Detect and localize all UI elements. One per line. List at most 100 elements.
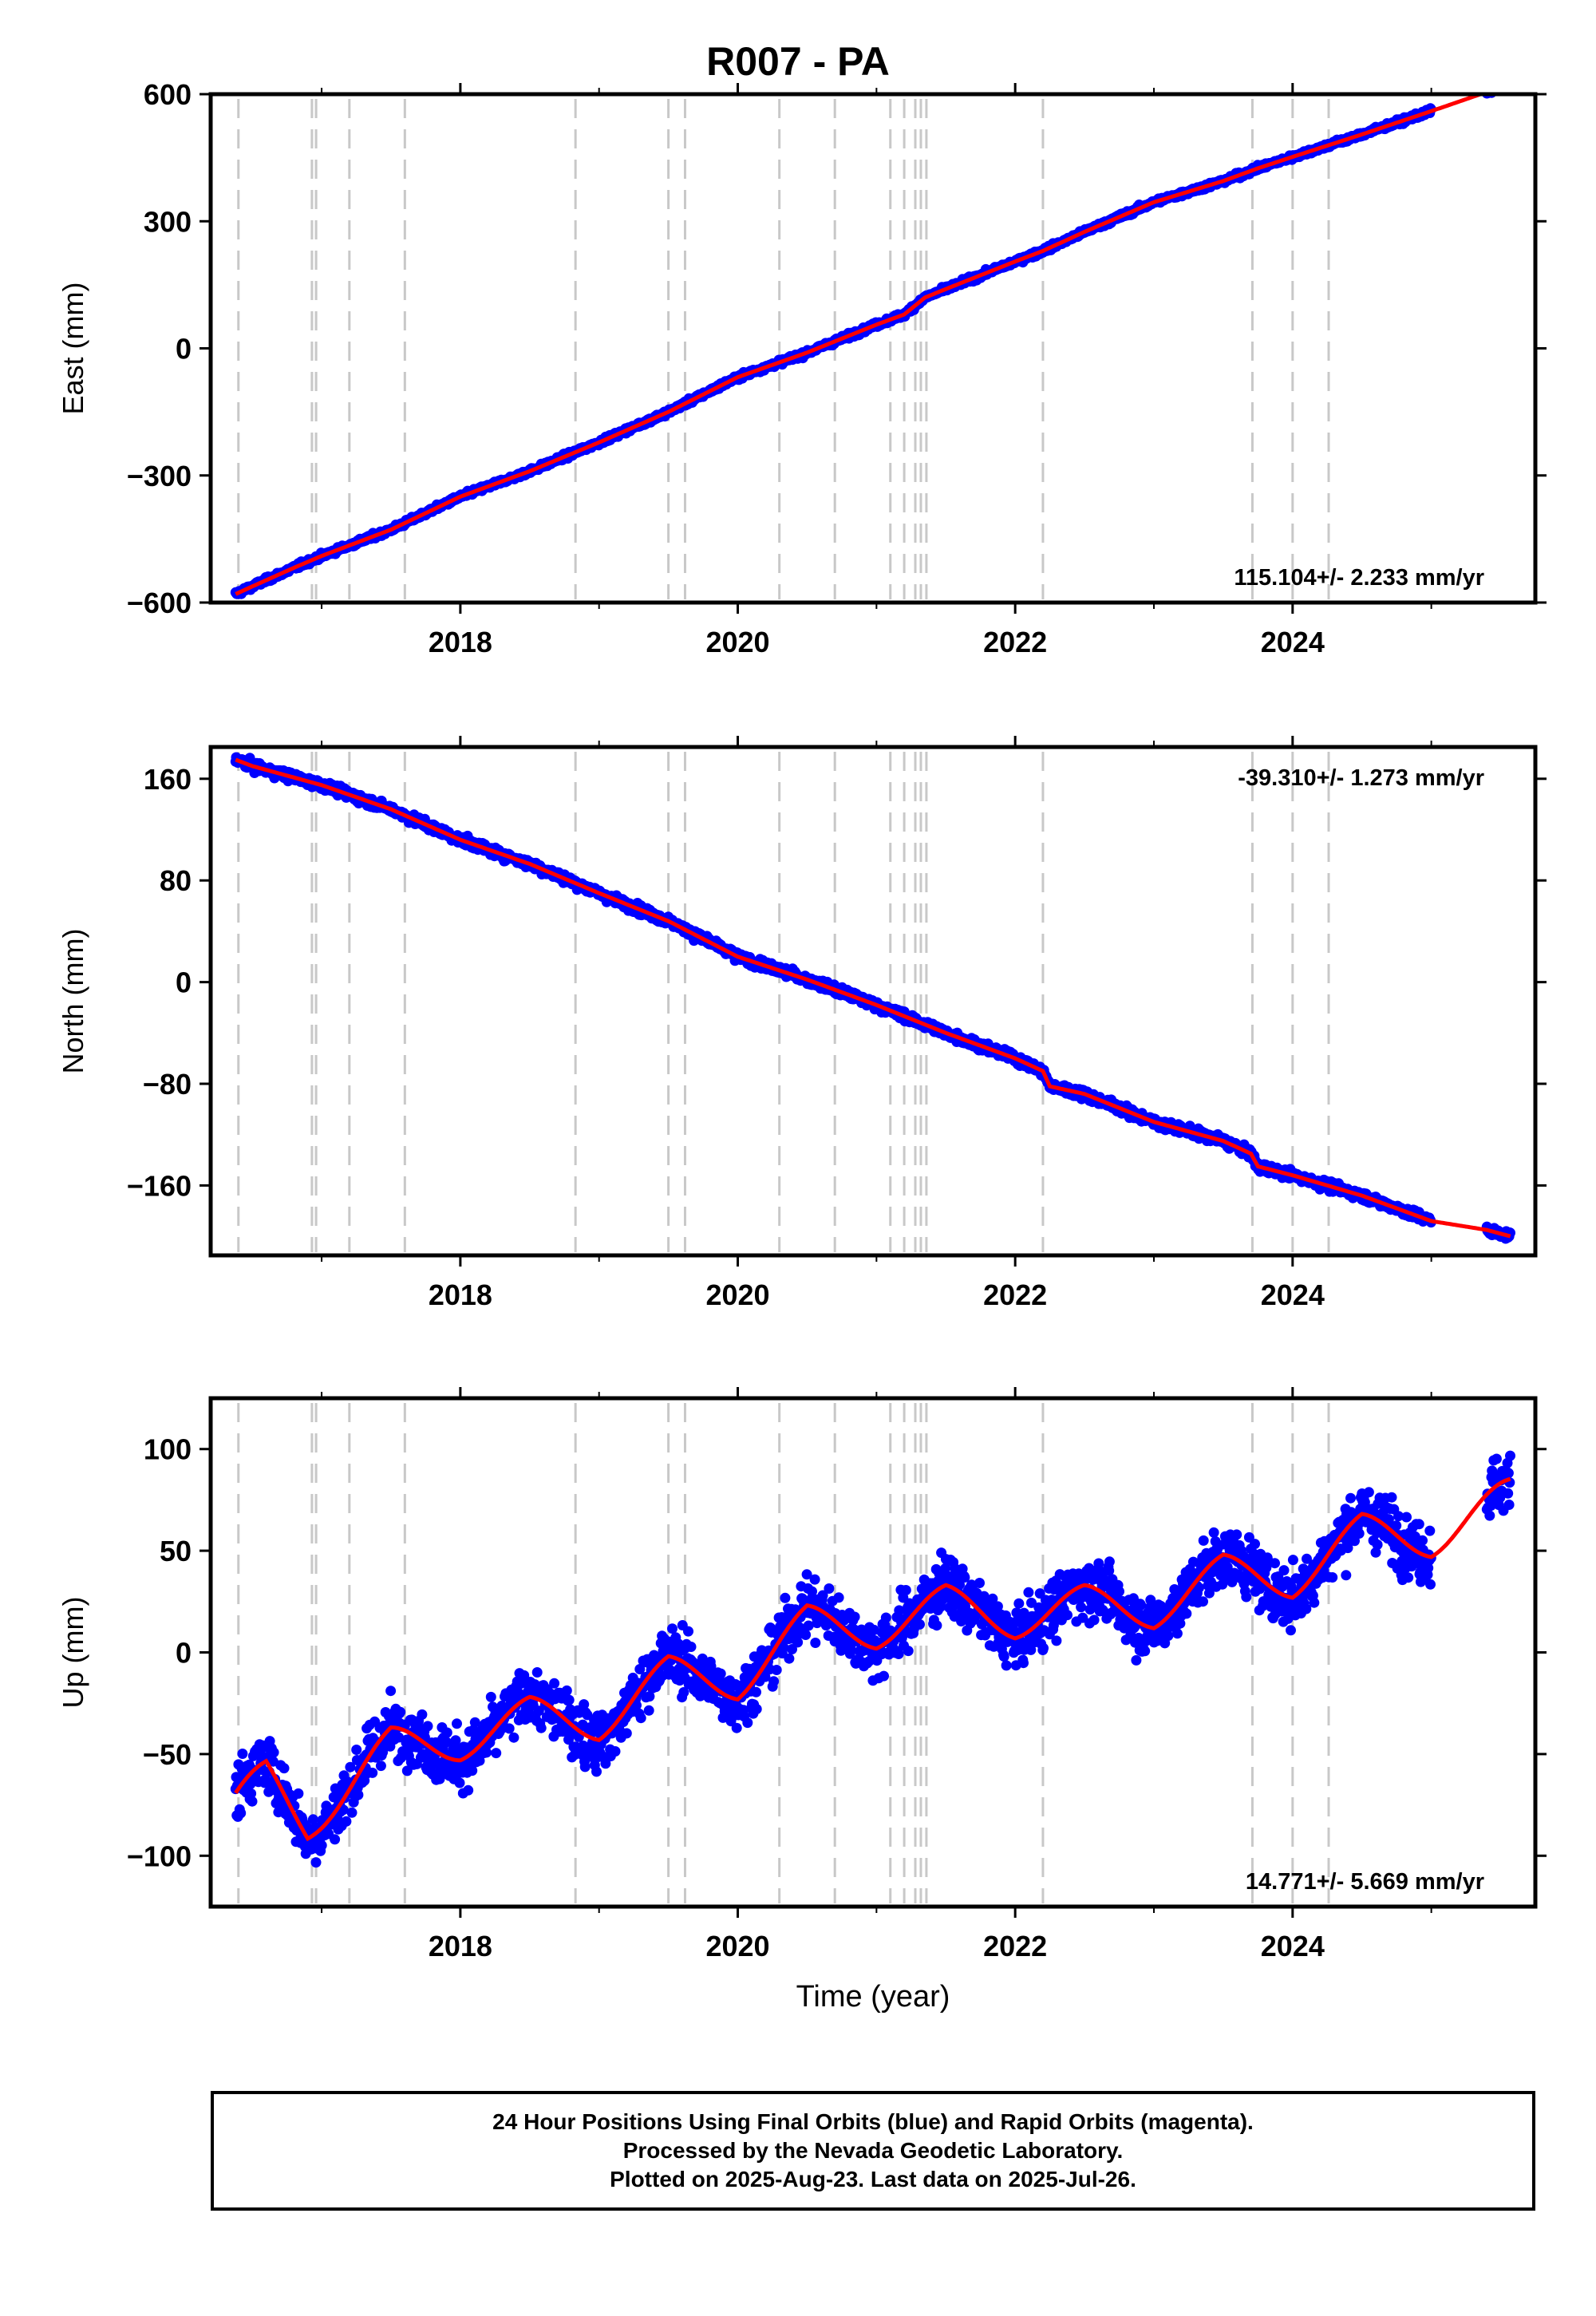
data-point <box>367 1767 378 1778</box>
y-tick-label: −80 <box>143 1068 192 1101</box>
data-point <box>452 1718 462 1729</box>
data-point <box>1489 82 1499 93</box>
data-point <box>316 1840 327 1851</box>
data-point <box>1496 81 1507 92</box>
data-point <box>237 1749 248 1759</box>
data-point <box>469 1717 480 1728</box>
fit-line <box>235 94 1487 596</box>
data-point <box>268 1747 279 1758</box>
data-point <box>247 1796 258 1807</box>
data-point <box>491 1748 502 1759</box>
y-tick-label: 160 <box>144 763 192 796</box>
data-point <box>1500 79 1511 89</box>
data-point <box>1499 79 1509 89</box>
rate-label: -39.310+/- 1.273 mm/yr <box>1238 765 1484 791</box>
x-tick-label: 2018 <box>429 1279 492 1311</box>
page-title: R007 - PA <box>706 39 890 84</box>
data-point <box>531 1667 543 1678</box>
x-tick-label: 2024 <box>1261 626 1325 658</box>
y-tick-label: 0 <box>176 966 192 999</box>
data-point <box>1495 81 1505 92</box>
data-point <box>1502 78 1512 89</box>
data-point <box>450 1735 461 1746</box>
chart-panel-1: −600 −300 0 300 600 2018 2020 2022 2024 East (mm)… <box>57 77 1547 658</box>
data-point <box>1492 83 1503 93</box>
data-point <box>307 1814 318 1825</box>
fit-line <box>235 757 1511 1239</box>
x-tick-label: 2022 <box>983 1279 1047 1311</box>
panel-frame <box>208 745 1538 1258</box>
x-tick-label: 2020 <box>705 626 769 658</box>
data-point <box>535 1722 547 1733</box>
data-point <box>1499 79 1509 89</box>
data-point <box>1504 78 1515 89</box>
data-point <box>346 1807 358 1818</box>
x-tick-label: 2022 <box>983 626 1047 658</box>
data-point <box>441 1727 452 1738</box>
data-point <box>481 1747 492 1758</box>
data-points <box>230 77 1515 599</box>
data-point <box>1505 79 1515 89</box>
data-point <box>417 1709 428 1720</box>
data-point <box>1499 80 1510 90</box>
panel-plot-area <box>230 752 1515 1252</box>
y-tick-label: 300 <box>144 205 192 238</box>
data-point <box>1503 78 1513 89</box>
data-point <box>508 1732 519 1743</box>
data-point <box>310 1857 322 1868</box>
data-point <box>246 1788 257 1799</box>
y-tick-label: 600 <box>144 78 192 111</box>
x-tick-label: 2024 <box>1261 1279 1325 1311</box>
data-point <box>1493 81 1503 92</box>
data-point <box>1488 83 1499 93</box>
data-point <box>1491 83 1501 93</box>
data-point <box>330 1834 341 1845</box>
data-point <box>1490 83 1500 93</box>
x-tick-label: 2020 <box>705 1279 769 1311</box>
data-point <box>1494 80 1504 90</box>
data-point <box>375 1761 386 1772</box>
panel-plot-area <box>230 77 1515 599</box>
y-tick-label: −600 <box>127 587 192 619</box>
data-points <box>230 752 1515 1244</box>
rate-label: 115.104+/- 2.233 mm/yr <box>1234 565 1484 591</box>
data-point <box>1495 81 1505 92</box>
data-point <box>351 1745 362 1755</box>
data-points <box>230 1450 1515 1868</box>
data-point <box>422 1721 433 1732</box>
data-point <box>1497 78 1507 89</box>
data-point <box>1501 77 1511 88</box>
data-point <box>1498 81 1508 91</box>
data-point <box>1500 80 1511 90</box>
data-point <box>353 1789 364 1800</box>
data-point <box>235 1808 247 1819</box>
data-point <box>1491 81 1502 91</box>
x-tick-label: 2018 <box>429 626 492 658</box>
y-tick-label: 80 <box>160 864 192 897</box>
data-point <box>1495 81 1506 91</box>
y-axis-label: East (mm) <box>57 283 89 415</box>
data-point <box>454 1777 465 1788</box>
data-point <box>1504 77 1515 88</box>
data-point <box>341 1816 352 1827</box>
y-tick-label: −160 <box>127 1169 192 1202</box>
data-point <box>504 1723 515 1734</box>
data-point <box>549 1678 560 1689</box>
data-point <box>463 1784 474 1796</box>
data-point <box>279 1763 290 1774</box>
data-point <box>345 1761 356 1773</box>
y-tick-label: 0 <box>176 333 192 366</box>
data-point <box>485 1691 496 1702</box>
data-point <box>1488 83 1499 93</box>
data-point <box>467 1765 478 1777</box>
data-point <box>1503 79 1513 89</box>
panel-plot-area <box>230 1403 1515 1903</box>
data-point <box>393 1732 405 1743</box>
data-point <box>385 1686 397 1697</box>
data-point <box>1496 81 1507 91</box>
y-tick-label: −300 <box>127 460 192 492</box>
